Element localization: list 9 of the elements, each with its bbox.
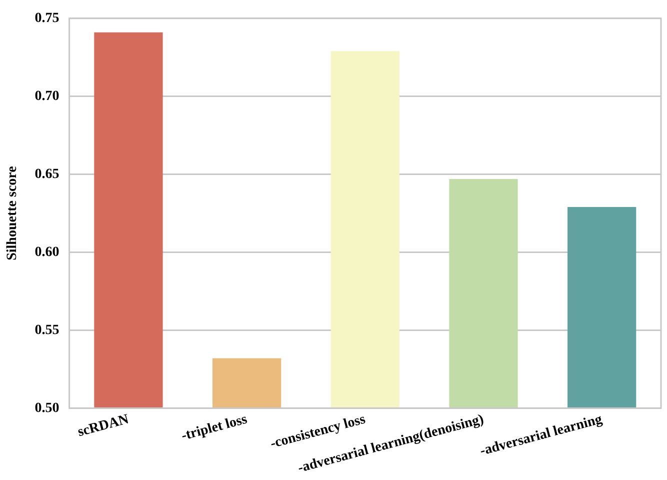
y-tick-label: 0.60 — [34, 244, 60, 260]
y-tick-label: 0.75 — [34, 11, 60, 26]
y-axis-title: Silhouette score — [5, 166, 20, 260]
x-tick-label: scRDAN — [76, 412, 130, 440]
y-tick-label: 0.65 — [34, 166, 60, 182]
y-tick-label: 0.50 — [34, 400, 60, 416]
y-tick-label: 0.70 — [34, 88, 60, 104]
x-tick-label: -triplet loss — [180, 412, 250, 444]
y-tick-label: 0.55 — [34, 322, 60, 338]
